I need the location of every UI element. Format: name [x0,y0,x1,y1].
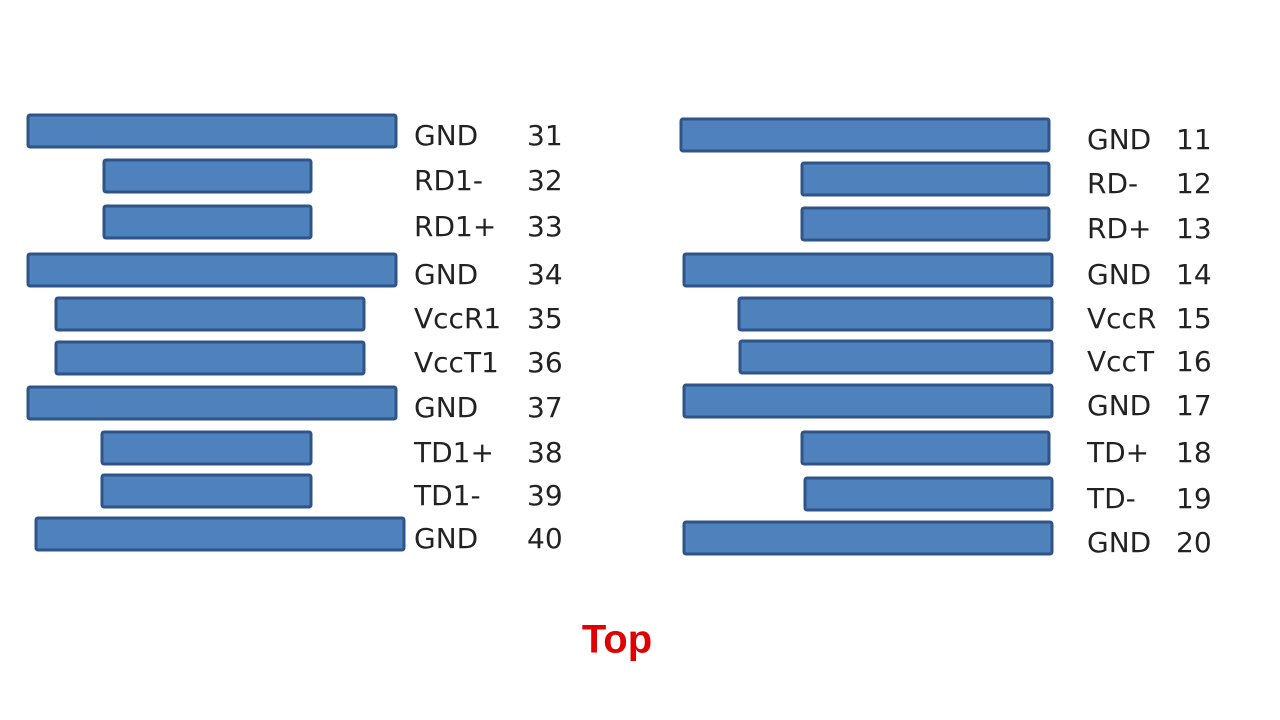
pin-label: GND [1087,389,1151,422]
pin-number: 40 [527,522,563,555]
pin-pad [26,113,398,149]
pin-label: GND [414,391,478,424]
pin-pad [738,339,1054,375]
pin-pad [682,383,1054,419]
pin-number: 39 [527,479,563,512]
pin-label: GND [414,258,478,291]
pin-pad [682,252,1054,288]
pin-label: GND [414,119,478,152]
pin-label: TD+ [1086,436,1149,469]
pin-number: 19 [1176,482,1212,515]
pin-number: 38 [527,436,563,469]
pin-pad [26,385,398,421]
pin-label: TD1- [413,479,481,512]
pin-pad [102,204,313,240]
pin-label: GND [1087,526,1151,559]
pin-number: 32 [527,164,563,197]
pin-pad [803,476,1054,512]
pin-label: RD+ [1087,212,1151,245]
pin-pad [100,430,313,466]
pin-number: 33 [527,210,563,243]
pin-label: TD1+ [413,436,494,469]
pin-number: 36 [527,346,563,379]
pin-label: VccT1 [414,346,499,379]
pin-pad [800,206,1051,242]
pin-pad [679,117,1051,153]
pin-number: 31 [527,119,563,152]
pin-number: 35 [527,302,563,335]
pin-number: 20 [1176,526,1212,559]
pin-label: VccR [1087,302,1156,335]
pin-pad [737,296,1054,332]
pin-pad [54,340,366,376]
pin-label: RD1+ [414,210,496,243]
pin-number: 18 [1176,436,1212,469]
pin-label: VccT [1087,345,1155,378]
pin-number: 13 [1176,212,1212,245]
pin-number: 14 [1176,258,1212,291]
pin-number: 15 [1176,302,1212,335]
pin-label: TD- [1086,482,1136,515]
pin-pad [682,520,1054,556]
pin-pad [54,296,366,332]
pin-pad [800,161,1051,197]
pin-pad [800,430,1051,466]
pin-pad [102,158,313,194]
pin-number: 34 [527,258,563,291]
pin-pad [34,516,406,552]
pin-label: GND [414,522,478,555]
pin-label: VccR1 [414,302,501,335]
pin-pad [100,473,313,509]
pin-label: RD- [1087,167,1138,200]
pin-number: 17 [1176,389,1212,422]
pin-number: 37 [527,391,563,424]
pin-number: 16 [1176,345,1212,378]
pin-label: GND [1087,123,1151,156]
pin-number: 11 [1176,123,1212,156]
pin-label: RD1- [414,164,483,197]
pin-label: GND [1087,258,1151,291]
pin-pad [26,252,398,288]
caption: Top [582,618,652,662]
pin-number: 12 [1176,167,1212,200]
